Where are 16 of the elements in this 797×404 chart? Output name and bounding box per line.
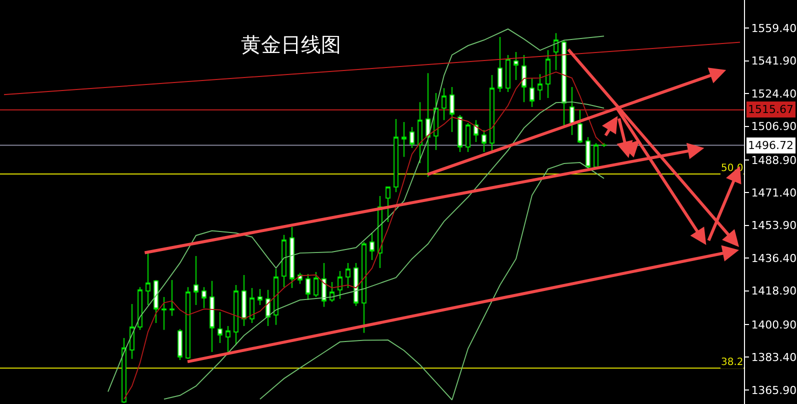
- y-tick-label: 1559.40: [751, 22, 797, 35]
- y-tick-label: 1383.40: [751, 351, 797, 364]
- y-tick-label: 1400.90: [751, 318, 797, 332]
- ref-line-label: 1496.72: [748, 139, 794, 152]
- y-tick-label: 1488.90: [751, 154, 797, 167]
- y-tick-label: 1471.40: [751, 186, 797, 200]
- ref-line-label: 1515.67: [748, 103, 794, 116]
- y-tick-label: 1365.90: [751, 384, 797, 397]
- y-tick-label: 1436.40: [751, 252, 797, 265]
- y-tick-label: 1524.40: [751, 87, 797, 100]
- y-tick-label: 1506.90: [751, 120, 797, 134]
- y-tick-label: 1453.90: [751, 219, 797, 232]
- y-tick-label: 1541.90: [751, 54, 797, 68]
- y-tick-label: 1418.90: [751, 284, 797, 298]
- annotation: 38.2: [721, 357, 744, 368]
- text: 黄金日线图: [240, 32, 341, 56]
